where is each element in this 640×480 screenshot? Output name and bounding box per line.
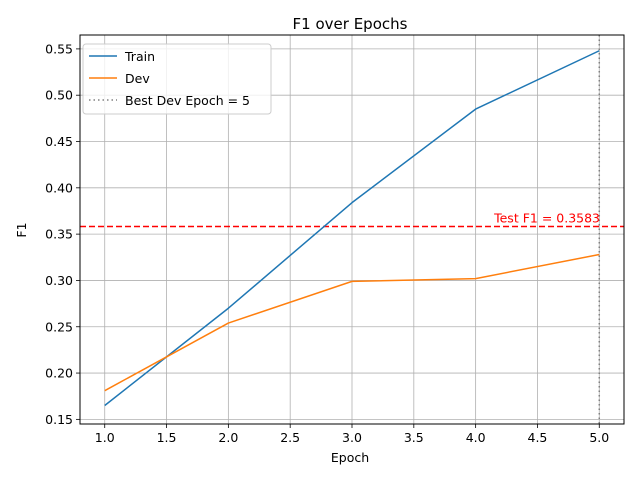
y-tick-label: 0.40	[45, 180, 73, 195]
series-lines	[104, 50, 600, 407]
reference-lines	[80, 35, 624, 424]
legend-box	[82, 43, 272, 115]
y-tick-label: 0.35	[45, 227, 73, 242]
x-tick-label: 5.0	[589, 430, 609, 445]
x-tick-label: 2.5	[280, 430, 300, 445]
x-tick-label: 3.5	[404, 430, 424, 445]
x-axis-label: Epoch	[331, 450, 369, 465]
x-tick-label: 3.0	[342, 430, 362, 445]
y-tick-label: 0.55	[45, 41, 73, 56]
y-axis-ticks: 0.15 0.20 0.25 0.30 0.35 0.40 0.45 0.50 0.55	[45, 41, 80, 427]
x-tick-label: 1.0	[95, 430, 115, 445]
legend-label-best-epoch: Best Dev Epoch = 5	[125, 93, 250, 108]
y-tick-label: 0.50	[45, 88, 73, 103]
legend-label-train: Train	[124, 49, 155, 64]
x-axis-ticks: 1.0 1.5 2.0 2.5 3.0 3.5 4.0 4.5 5.0	[95, 424, 609, 445]
y-tick-label: 0.45	[45, 134, 73, 149]
legend: Train Dev Best Dev Epoch = 5	[82, 43, 272, 115]
x-tick-label: 4.5	[528, 430, 548, 445]
y-axis-label: F1	[14, 222, 29, 237]
y-tick-label: 0.15	[45, 412, 73, 427]
chart-title: F1 over Epochs	[293, 15, 408, 33]
legend-label-dev: Dev	[125, 71, 150, 86]
series-line-train	[104, 50, 600, 407]
series-line-dev	[104, 253, 600, 392]
test-f1-annotation: Test F1 = 0.3583	[493, 210, 600, 225]
x-tick-label: 4.0	[466, 430, 486, 445]
x-tick-label: 1.5	[157, 430, 177, 445]
x-tick-label: 2.0	[218, 430, 238, 445]
y-tick-label: 0.25	[45, 319, 73, 334]
y-tick-label: 0.30	[45, 273, 73, 288]
y-tick-label: 0.20	[45, 366, 73, 381]
